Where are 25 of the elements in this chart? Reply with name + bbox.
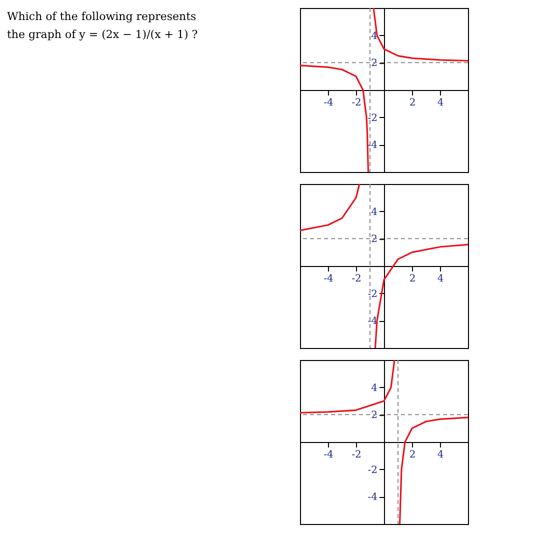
text: the graph of y = (2x − 1)/(x + 1) ?: [7, 28, 198, 41]
text: Which of the following represents: [7, 10, 196, 23]
x-tick-label: -2: [352, 98, 362, 108]
x-tick-label: 2: [409, 450, 416, 460]
y-tick-label: 4: [371, 30, 378, 42]
y-tick-label: -2: [368, 112, 378, 124]
x-tick-label: 2: [409, 274, 416, 284]
x-tick-label: -4: [324, 274, 334, 284]
x-tick-label: 4: [437, 450, 444, 460]
y-tick-label: 4: [371, 382, 378, 394]
y-tick-label: -4: [368, 492, 378, 504]
y-tick-label: 2: [371, 234, 378, 246]
x-tick-label: -2: [352, 450, 362, 460]
x-tick-label: -4: [324, 98, 334, 108]
x-tick-label: -4: [324, 450, 334, 460]
y-tick-label: 2: [371, 410, 378, 422]
x-tick-label: 2: [409, 98, 416, 108]
y-tick-label: -2: [368, 288, 378, 300]
x-tick-label: -2: [352, 274, 362, 284]
y-tick-label: 2: [371, 58, 378, 70]
x-tick-label: 4: [437, 98, 444, 108]
y-tick-label: -2: [368, 464, 378, 476]
y-tick-label: 4: [371, 206, 378, 218]
y-tick-label: -4: [368, 316, 378, 328]
x-tick-label: 4: [437, 274, 444, 284]
